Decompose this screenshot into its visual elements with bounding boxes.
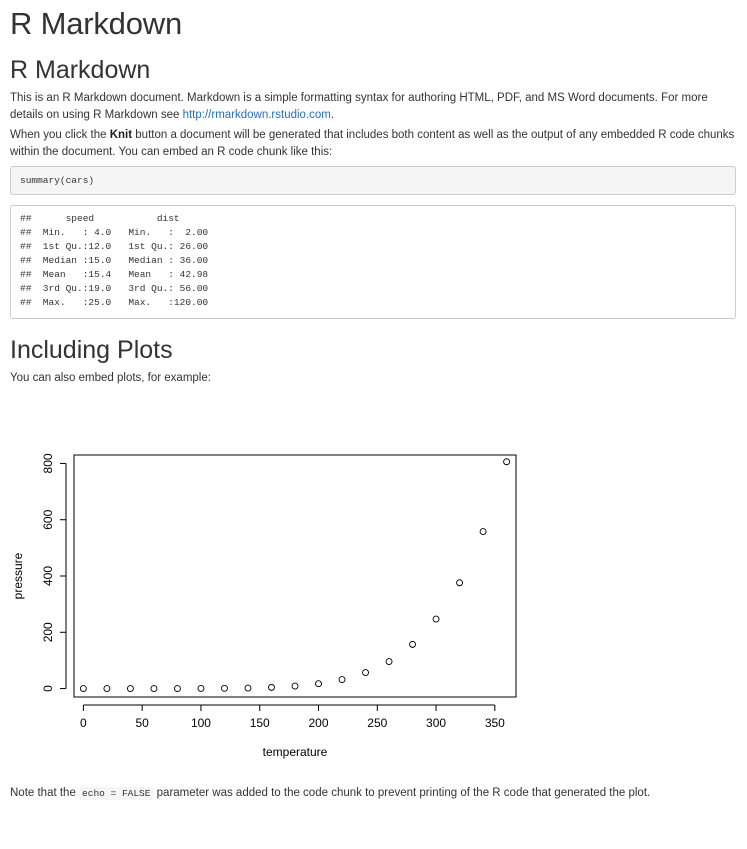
note-text-post: parameter was added to the code chunk to… (153, 787, 651, 799)
x-tick-label: 250 (367, 716, 387, 730)
knit-text-pre: When you click the (10, 129, 110, 141)
data-point (456, 579, 464, 587)
data-point (126, 685, 134, 693)
y-tick-label: 600 (41, 509, 55, 529)
plots-paragraph: You can also embed plots, for example: (10, 372, 211, 384)
rmarkdown-link[interactable]: http://rmarkdown.rstudio.com (182, 109, 331, 121)
x-tick-label: 50 (136, 716, 150, 730)
data-point (503, 458, 511, 466)
y-axis-label: pressure (11, 552, 25, 599)
note-inline-code: echo = FALSE (79, 787, 154, 800)
data-point (244, 684, 252, 692)
document-title: R Markdown (10, 6, 182, 41)
knit-bold: Knit (109, 129, 133, 141)
r-output-chunk: ## speed dist ## Min. : 4.0 Min. : 2.00 … (10, 205, 736, 319)
data-point (338, 676, 346, 683)
x-axis-label: temperature (263, 745, 328, 759)
data-point (432, 615, 440, 623)
x-tick-label: 350 (485, 716, 505, 730)
note-text-pre: Note that the (10, 787, 80, 799)
y-tick-label: 400 (41, 566, 55, 586)
x-tick-label: 150 (250, 716, 270, 730)
data-point (173, 685, 181, 692)
data-point (479, 528, 487, 535)
data-point (79, 685, 87, 693)
plot-frame (73, 454, 517, 698)
x-tick-label: 0 (80, 716, 87, 730)
data-point (150, 685, 158, 692)
knit-paragraph: When you click the Knit button a documen… (10, 127, 738, 161)
x-tick-label: 200 (308, 716, 328, 730)
note-paragraph: Note that the echo = FALSE parameter was… (10, 785, 738, 802)
data-point (385, 658, 393, 665)
intro-text: This is an R Markdown document. Markdown… (10, 92, 708, 121)
data-point (409, 640, 417, 648)
data-point (197, 685, 205, 692)
data-point (268, 683, 275, 691)
y-tick-label: 200 (41, 622, 55, 642)
data-point (291, 682, 299, 690)
data-point (221, 684, 228, 692)
y-axis: 0 200 400 600 800 (41, 453, 67, 692)
intro-paragraph: This is an R Markdown document. Markdown… (10, 90, 738, 124)
section-heading-including-plots: Including Plots (10, 336, 173, 364)
r-code-chunk: summary(cars) (10, 166, 736, 195)
section-heading-r-markdown: R Markdown (10, 56, 151, 84)
x-tick-label: 300 (426, 716, 446, 730)
x-axis: 0 50 100 150 200 250 300 350 (80, 704, 505, 730)
data-point (103, 685, 111, 693)
y-tick-label: 800 (41, 453, 55, 473)
intro-period: . (330, 109, 335, 121)
data-point (315, 680, 322, 688)
x-tick-label: 100 (191, 716, 211, 730)
data-point (362, 669, 369, 676)
y-tick-label: 0 (41, 685, 55, 692)
knit-text-post: button a document will be generated that… (10, 129, 735, 158)
data-points (79, 458, 511, 693)
